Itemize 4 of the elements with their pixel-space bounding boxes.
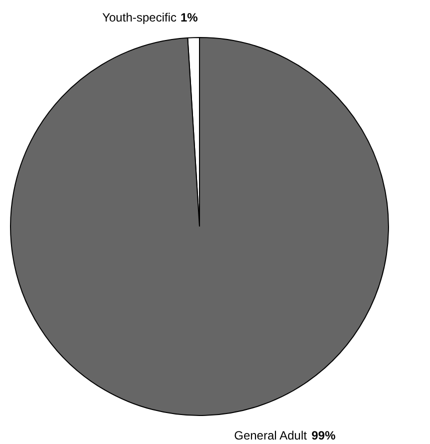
- data-label: 99%: [312, 428, 336, 442]
- slice-label: Youth-specific: [102, 10, 177, 24]
- data-label: 1%: [180, 10, 198, 24]
- slice-label: General Adult: [234, 428, 308, 442]
